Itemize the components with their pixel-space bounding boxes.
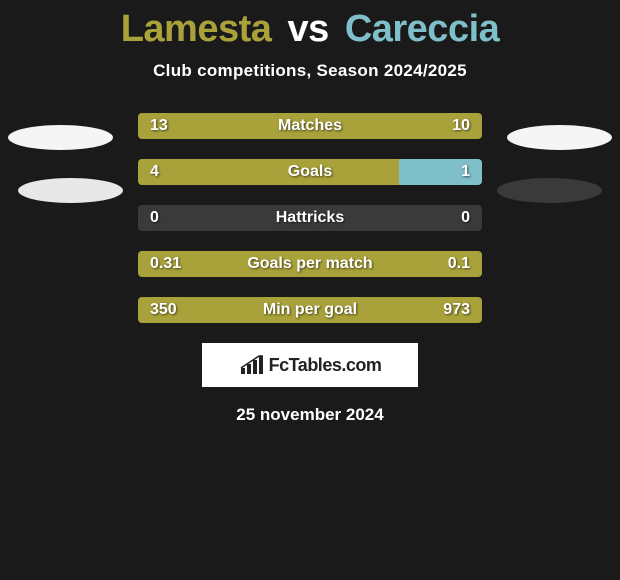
subtitle: Club competitions, Season 2024/2025 [0, 61, 620, 81]
club-logo-right-2 [497, 178, 602, 203]
brand-text: FcTables.com [269, 355, 382, 376]
chart-bars-icon [239, 354, 265, 376]
stat-value-right: 10 [452, 113, 470, 139]
player2-name: Careccia [345, 8, 499, 50]
club-logo-left-1 [8, 125, 113, 150]
stat-value-right: 0.1 [448, 251, 470, 277]
stat-value-right: 0 [461, 205, 470, 231]
stat-label: Goals [138, 159, 482, 185]
club-logo-right-1 [507, 125, 612, 150]
club-logo-left-2 [18, 178, 123, 203]
stat-label: Min per goal [138, 297, 482, 323]
stat-row-matches: 13 Matches 10 [138, 113, 482, 139]
stat-row-mpg: 350 Min per goal 973 [138, 297, 482, 323]
date-text: 25 november 2024 [0, 405, 620, 425]
stat-label: Hattricks [138, 205, 482, 231]
comparison-title: Lamesta vs Careccia [0, 0, 620, 51]
stat-label: Matches [138, 113, 482, 139]
stat-label: Goals per match [138, 251, 482, 277]
stat-value-right: 973 [443, 297, 470, 323]
vs-separator: vs [287, 8, 328, 50]
stat-row-goals: 4 Goals 1 [138, 159, 482, 185]
stat-row-hattricks: 0 Hattricks 0 [138, 205, 482, 231]
player1-name: Lamesta [121, 8, 272, 50]
stat-value-right: 1 [461, 159, 470, 185]
stat-row-gpm: 0.31 Goals per match 0.1 [138, 251, 482, 277]
brand-badge: FcTables.com [202, 343, 418, 387]
